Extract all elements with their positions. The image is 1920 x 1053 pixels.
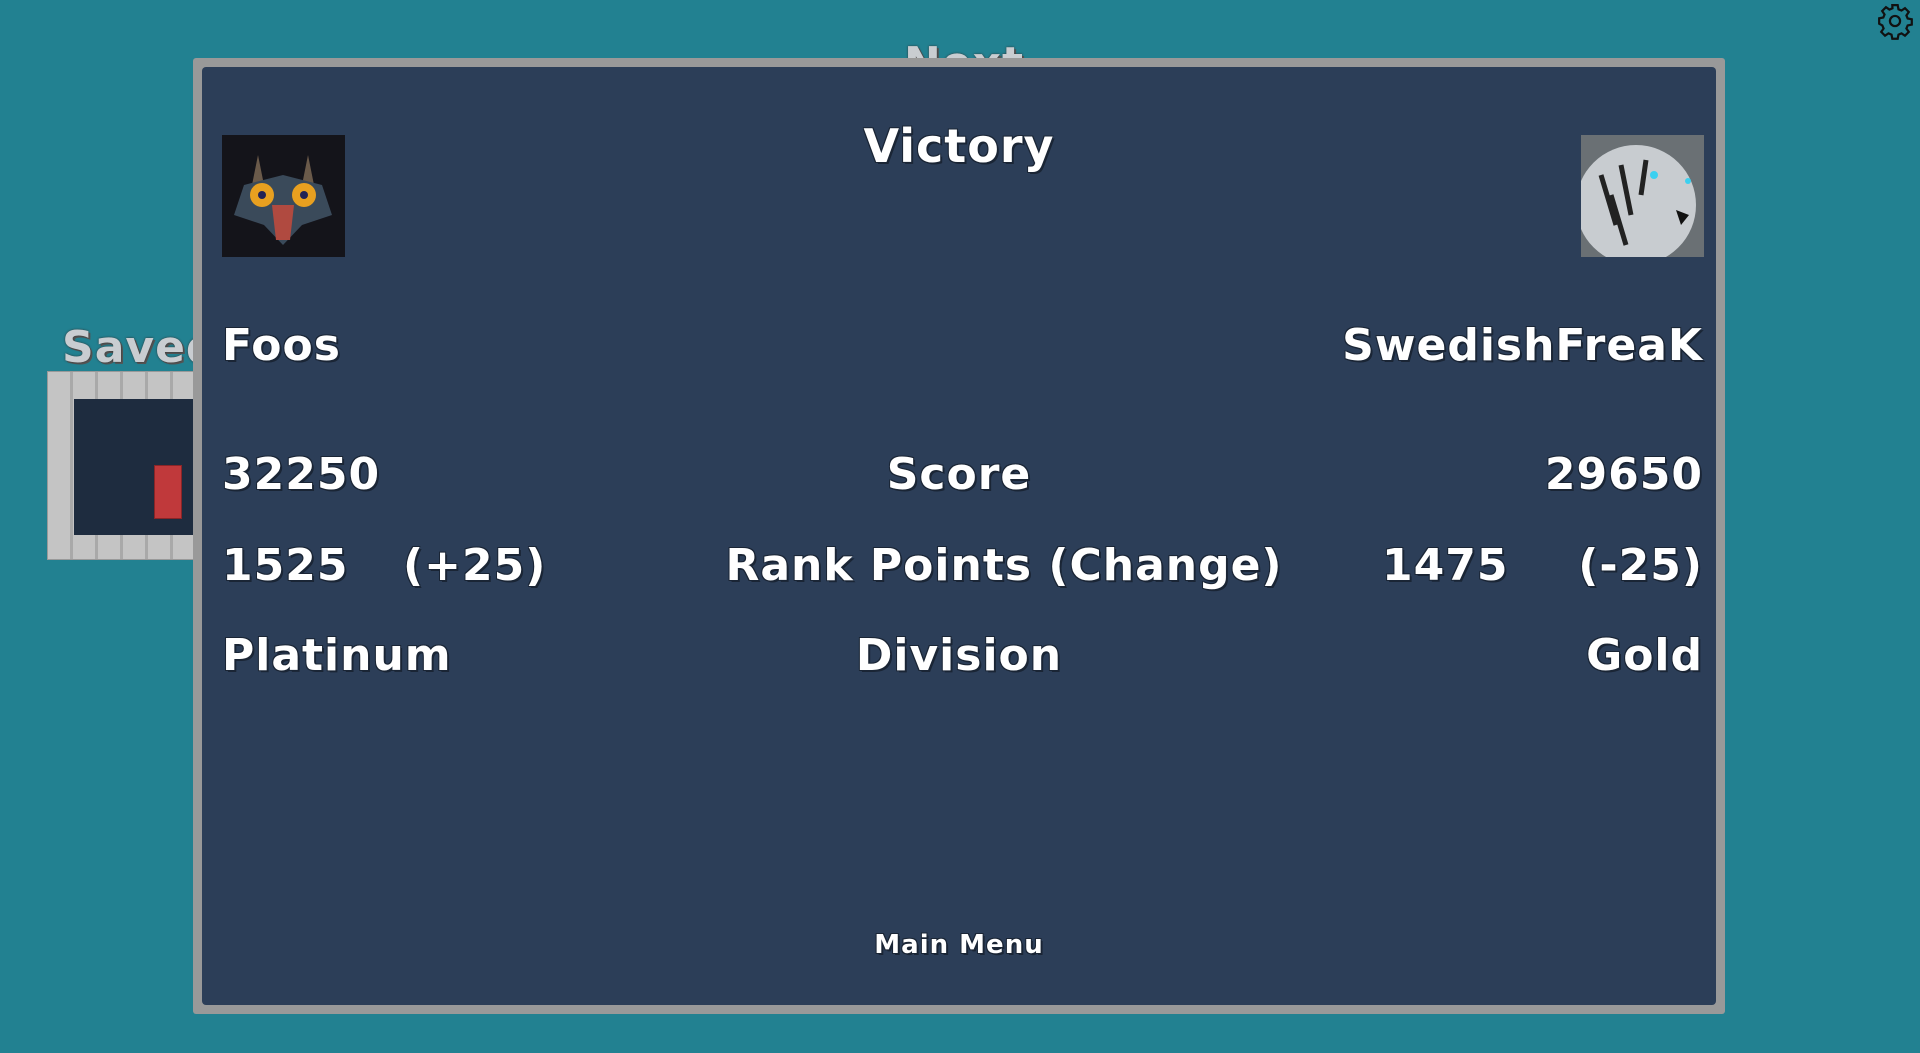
player1-rank-change: (+25) [403,540,547,591]
player2-rank-points: 1475 [1382,540,1509,591]
player1-division: Platinum [222,630,452,681]
player1-avatar [222,135,345,257]
saved-piece [154,465,182,519]
gear-icon[interactable] [1876,2,1914,40]
score-label: Score [886,449,1032,500]
player1-name: Foos [222,320,341,371]
player2-division: Gold [1586,630,1703,681]
division-label: Division [855,630,1063,681]
player2-rank-change: (-25) [1578,540,1703,591]
saved-piece-slot [74,399,214,535]
saved-label: Saved [62,322,219,373]
player1-score: 32250 [222,449,381,500]
match-result-dialog: Victory Foos SwedishFreaK 32250 Score 29… [193,58,1725,1014]
rank-points-label: Rank Points (Change) [725,540,1283,591]
player1-rank-points: 1525 [222,540,349,591]
player2-score: 29650 [1544,449,1703,500]
result-title: Victory [863,119,1055,173]
saved-piece-box [47,371,214,560]
player2-avatar [1581,135,1704,257]
player2-name: SwedishFreaK [1342,320,1703,371]
main-menu-button[interactable]: Main Menu [874,930,1044,960]
